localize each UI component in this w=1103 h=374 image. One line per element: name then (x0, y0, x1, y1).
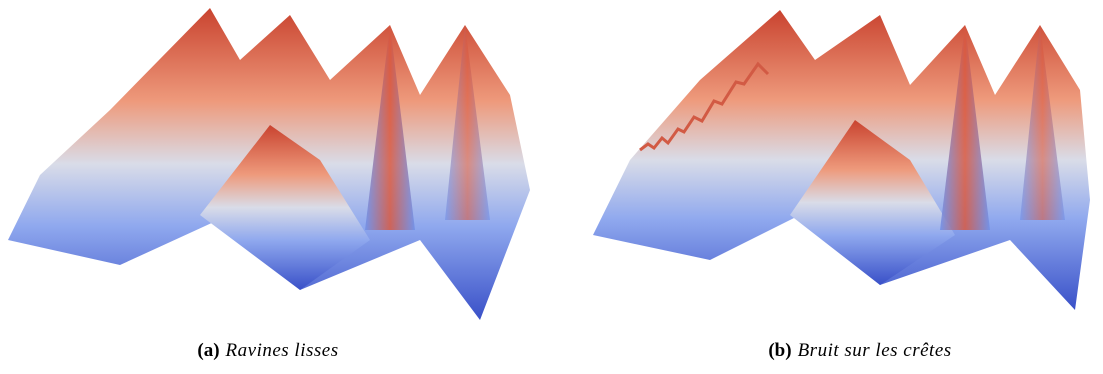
caption-text: Ravines lisses (225, 340, 339, 361)
surfaces (8, 8, 1090, 320)
caption-text: Bruit sur les crêtes (797, 340, 952, 361)
caption-label: (b) (768, 340, 792, 361)
caption-b: (b) Bruit sur les crêtes (600, 340, 1103, 362)
caption-a: (a) Ravines lisses (8, 340, 528, 362)
surface-a (8, 8, 530, 320)
surface-b (593, 10, 1090, 310)
caption-label: (a) (197, 340, 220, 361)
